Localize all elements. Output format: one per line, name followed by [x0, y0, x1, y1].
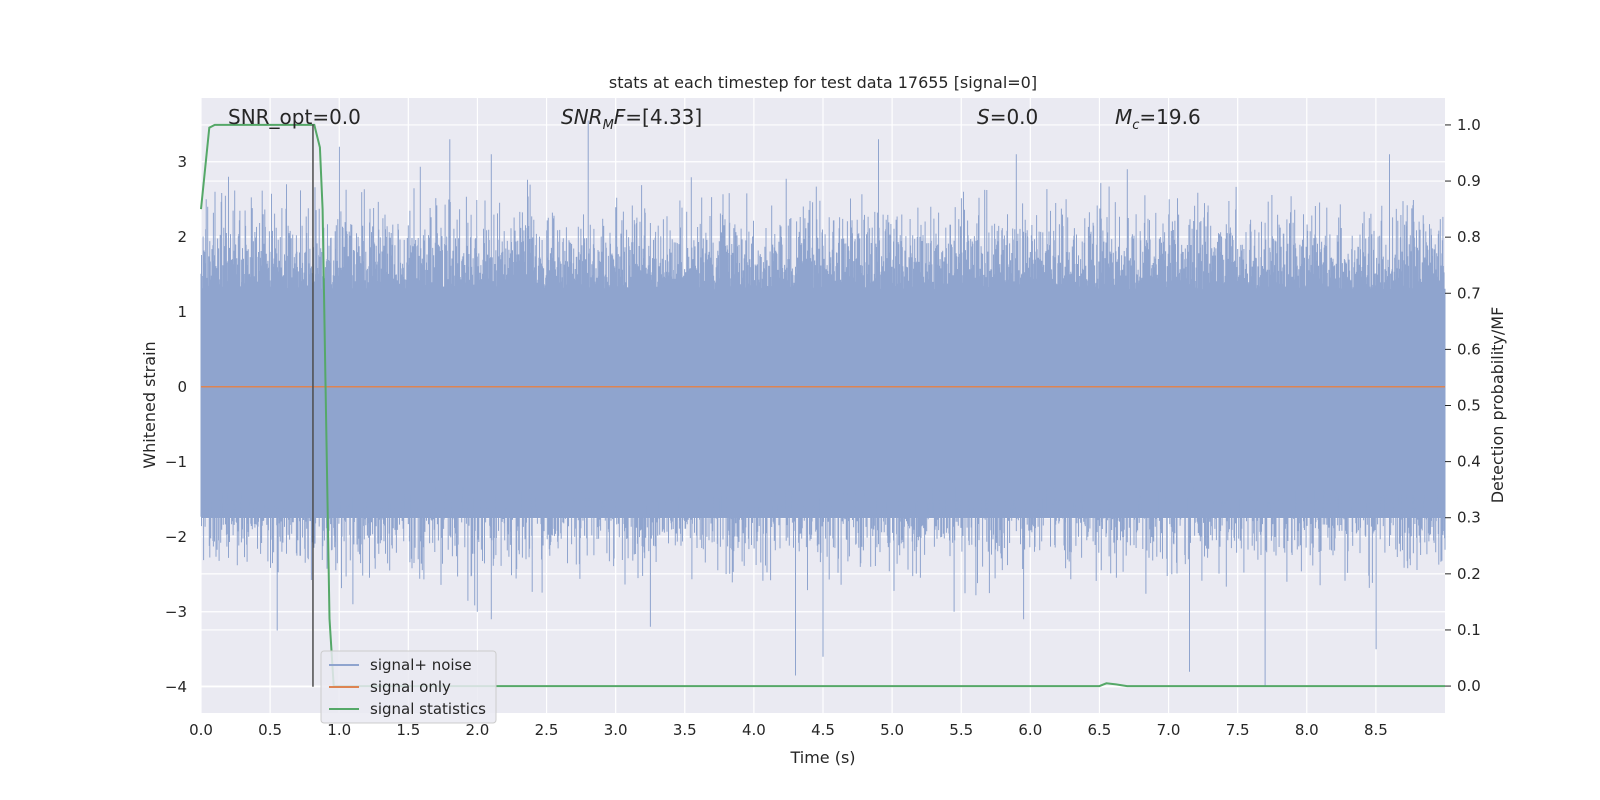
y-right-tick-label-3: 0.3 [1457, 509, 1481, 527]
x-tick-label-1: 0.5 [258, 721, 282, 739]
y-right-tick-label-5: 0.5 [1457, 397, 1481, 415]
chart-title: stats at each timestep for test data 176… [609, 73, 1037, 92]
annotation-s: S=0.0 [977, 105, 1038, 129]
x-axis-ticks: 0.0 0.5 1.0 1.5 2.0 2.5 3.0 3.5 4.0 4.5 5.0 5.5 6.0 6… [189, 721, 1388, 739]
y-left-tick-label-3: −1 [165, 453, 187, 471]
x-tick-label-15: 7.5 [1226, 721, 1250, 739]
signal-statistics-line [200, 123, 1445, 688]
y-right-tick-label-1: 0.1 [1457, 621, 1481, 639]
x-tick-label-7: 3.5 [673, 721, 697, 739]
y-left-tick-label-0: −4 [165, 678, 187, 696]
x-tick-label-3: 1.5 [396, 721, 420, 739]
series-signal-statistics [200, 123, 1445, 688]
legend-label-signal-statistics: signal statistics [370, 700, 486, 718]
y-right-tick-label-8: 0.8 [1457, 228, 1481, 246]
y-right-axis-label: Detection probability/MF [1488, 307, 1507, 504]
x-tick-label-8: 4.0 [742, 721, 766, 739]
x-tick-label-10: 5.0 [880, 721, 904, 739]
y-left-tick-label-7: 3 [177, 153, 187, 171]
y-left-tick-label-4: 0 [177, 378, 187, 396]
x-tick-label-14: 7.0 [1157, 721, 1181, 739]
annotation-snr-mf: SNRMF=[4.33] [561, 105, 702, 133]
legend: signal+ noise signal only signal statist… [320, 650, 497, 724]
x-tick-label-0: 0.0 [189, 721, 213, 739]
legend-label-signal-only: signal only [370, 678, 451, 696]
series-signal-plus-noise [200, 120, 1446, 687]
y-left-tick-label-6: 2 [177, 228, 187, 246]
y-left-tick-label-1: −3 [165, 603, 187, 621]
y-right-tick-label-0: 0.0 [1457, 677, 1481, 695]
y-right-axis-ticks: 0.0 0.1 0.2 0.3 0.4 0.5 0.6 0.7 0.8 0.9 1.0 [1445, 116, 1481, 695]
x-tick-label-12: 6.0 [1018, 721, 1042, 739]
y-right-tick-label-6: 0.6 [1457, 340, 1481, 358]
x-tick-label-6: 3.0 [604, 721, 628, 739]
x-tick-label-11: 5.5 [949, 721, 973, 739]
y-left-tick-label-5: 1 [177, 303, 187, 321]
x-tick-label-4: 2.0 [466, 721, 490, 739]
x-tick-label-9: 4.5 [811, 721, 835, 739]
y-right-tick-label-10: 1.0 [1457, 116, 1481, 134]
legend-box [320, 650, 497, 724]
annotation-mc: Mc=19.6 [1115, 105, 1201, 133]
x-tick-label-17: 8.5 [1364, 721, 1388, 739]
x-tick-label-2: 1.0 [327, 721, 351, 739]
y-left-axis-ticks: −4 −3 −2 −1 0 1 2 3 [165, 153, 187, 696]
annotation-snr-opt: SNR_opt=0.0 [228, 105, 361, 129]
y-right-tick-label-4: 0.4 [1457, 453, 1481, 471]
y-left-axis-label: Whitened strain [140, 341, 159, 468]
y-right-tick-label-7: 0.7 [1457, 284, 1481, 302]
y-right-tick-label-9: 0.9 [1457, 172, 1481, 190]
x-tick-label-16: 8.0 [1295, 721, 1319, 739]
x-axis-label: Time (s) [789, 748, 855, 767]
noise-trace [200, 120, 1446, 687]
y-right-tick-label-2: 0.2 [1457, 565, 1481, 583]
y-left-tick-label-2: −2 [165, 528, 187, 546]
x-tick-label-13: 6.5 [1088, 721, 1112, 739]
legend-label-signal-plus-noise: signal+ noise [370, 656, 472, 674]
x-tick-label-5: 2.5 [535, 721, 559, 739]
